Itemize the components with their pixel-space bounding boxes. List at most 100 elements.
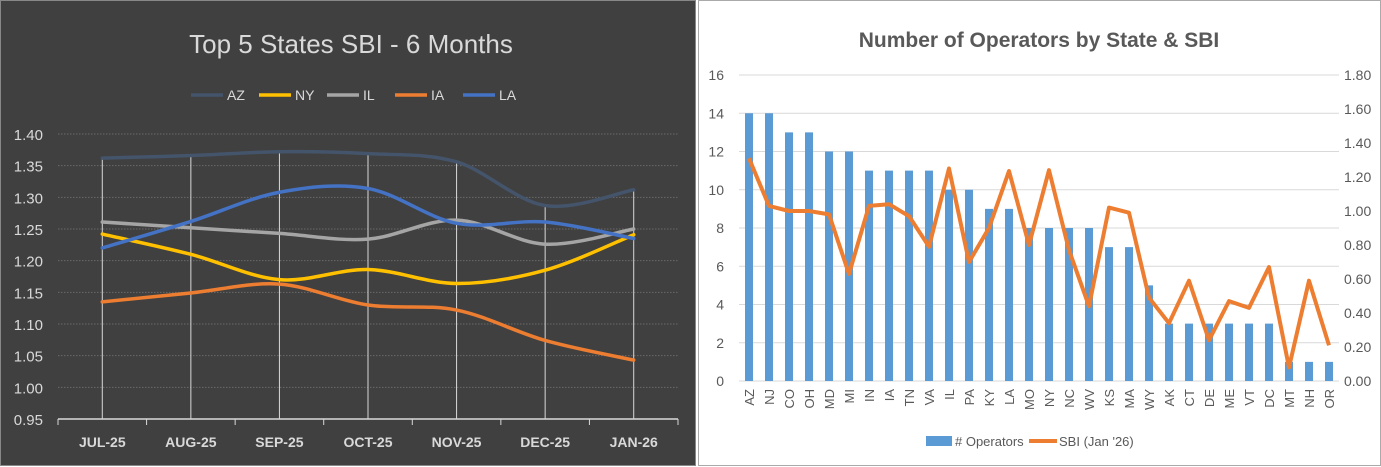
x-tick-label: NY [1042, 389, 1057, 407]
x-tick-label: MA [1122, 389, 1137, 409]
x-tick-label: KY [982, 389, 997, 407]
y2-tick-label: 0.40 [1344, 305, 1371, 321]
bar-mi [845, 151, 853, 381]
line-chart-svg: Top 5 States SBI - 6 Months 0.95 1.00 1.05… [14, 29, 679, 450]
y-tick-label: 1.25 [14, 222, 43, 239]
x-tick-label: JAN-26 [610, 434, 658, 450]
x-tick-label: LA [1002, 389, 1017, 405]
legend-label: # Operators [955, 434, 1024, 449]
y-tick-label: 0 [716, 373, 724, 389]
bar-nc [1065, 228, 1073, 381]
y-tick-label: 1.30 [14, 190, 43, 207]
bar-co [785, 132, 793, 381]
x-tick-label: NJ [762, 389, 777, 405]
x-tick-label: AZ [742, 389, 757, 406]
y2-tick-label: 1.00 [1344, 203, 1371, 219]
x-tick-label: VT [1242, 389, 1257, 406]
x-tick-label: IA [882, 389, 897, 402]
bar-tn [905, 170, 913, 381]
legend-label: IA [431, 87, 445, 103]
x-tick-label: WY [1142, 389, 1157, 410]
x-tick-label: MT [1282, 389, 1297, 408]
x-tick-label: NOV-25 [432, 434, 482, 450]
bar-ak [1165, 323, 1173, 381]
x-tick-label: MI [842, 389, 857, 403]
legend-label: NY [295, 87, 315, 103]
y-tick-label: 1.10 [14, 317, 43, 334]
x-tick-label: JUL-25 [79, 434, 126, 450]
x-tick-label: NH [1302, 389, 1317, 408]
y2-tick-label: 0.20 [1344, 339, 1371, 355]
y-tick-label: 10 [708, 182, 724, 198]
y-tick-label: 14 [708, 105, 724, 121]
x-tick-label: ME [1222, 389, 1237, 409]
series-line-ia [100, 282, 636, 362]
x-tick-label: OH [802, 389, 817, 409]
bar-md [825, 151, 833, 381]
x-tick-label: SEP-25 [255, 434, 303, 450]
y-tick-label: 1.00 [14, 380, 43, 397]
bar-ny [1045, 228, 1053, 381]
x-tick-label: CT [1182, 389, 1197, 406]
y-tick-label: 4 [716, 297, 724, 313]
y-tick-label: 1.15 [14, 285, 43, 302]
x-tick-label: OCT-25 [343, 434, 392, 450]
y2-tick-label: 1.60 [1344, 101, 1371, 117]
x-tick-label: AUG-25 [165, 434, 217, 450]
bar-me [1225, 323, 1233, 381]
y-tick-label: 8 [716, 220, 724, 236]
bar-ma [1125, 247, 1133, 381]
x-tick-label: OR [1322, 389, 1337, 409]
x-tick-label: TN [902, 389, 917, 406]
y2-tick-label: 1.20 [1344, 169, 1371, 185]
legend-label: SBI (Jan '26) [1059, 434, 1134, 449]
x-tick-label: MO [1022, 389, 1037, 410]
x-tick-label: PA [962, 389, 977, 406]
bar-or [1325, 361, 1333, 381]
bar-il [945, 189, 953, 381]
legend-label: AZ [227, 87, 245, 103]
y2-tick-label: 0.80 [1344, 237, 1371, 253]
combo-chart-svg: Number of Operators by State & SBI 0 2 4 6 8… [708, 29, 1371, 449]
series-line-il [100, 218, 636, 246]
x-tick-label: AK [1162, 389, 1177, 407]
bar-la [1005, 208, 1013, 381]
x-tick-label: DEC-25 [520, 434, 570, 450]
y-tick-label: 1.35 [14, 159, 43, 176]
x-tick-label: WV [1082, 389, 1097, 410]
chart-title: Top 5 States SBI - 6 Months [189, 29, 513, 59]
y2-tick-label: 0.60 [1344, 271, 1371, 287]
x-tick-label: NC [1062, 389, 1077, 408]
y-tick-label: 1.40 [14, 127, 43, 144]
bar-pa [965, 189, 973, 381]
x-tick-label: IL [942, 389, 957, 400]
bar-ky [985, 208, 993, 381]
bar-ks [1105, 247, 1113, 381]
top5-states-sbi-chart: Top 5 States SBI - 6 Months 0.95 1.00 1.05… [0, 0, 696, 466]
bar-wy [1145, 285, 1153, 381]
bar-dc [1265, 323, 1273, 381]
bar-nj [765, 113, 773, 381]
y-tick-label: 16 [708, 67, 724, 83]
y-tick-label: 6 [716, 258, 724, 274]
bar-va [925, 170, 933, 381]
y-tick-label: 12 [708, 144, 724, 160]
y-tick-label: 0.95 [14, 412, 43, 429]
bar-mt [1285, 361, 1293, 381]
legend-swatch-operators [926, 436, 952, 446]
x-tick-label: DC [1262, 389, 1277, 408]
x-tick-label: DE [1202, 389, 1217, 407]
x-tick-label: IN [862, 389, 877, 402]
y-tick-label: 1.05 [14, 349, 43, 366]
series-line-la [100, 184, 636, 250]
bar-vt [1245, 323, 1253, 381]
bar-ct [1185, 323, 1193, 381]
bar-nh [1305, 361, 1313, 381]
bar-ia [885, 170, 893, 381]
x-tick-label: CO [782, 389, 797, 409]
bar-in [865, 170, 873, 381]
y-tick-label: 2 [716, 335, 724, 351]
bar-oh [805, 132, 813, 381]
legend-label: LA [499, 87, 517, 103]
x-tick-label: MD [822, 389, 837, 409]
